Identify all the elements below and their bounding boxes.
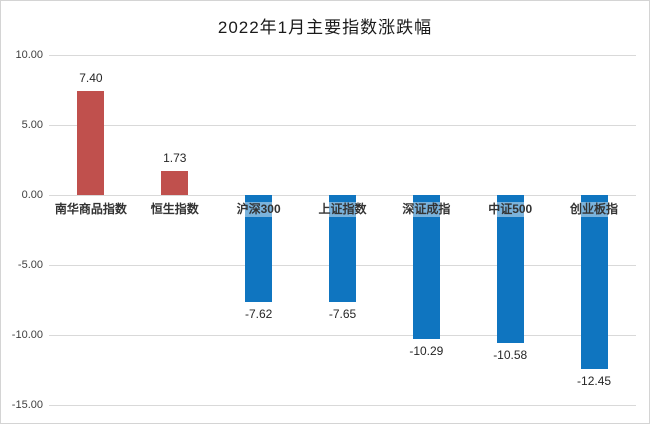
- value-label: 7.40: [79, 71, 103, 86]
- category-label: 创业板指: [568, 202, 621, 217]
- value-label: -10.58: [493, 348, 528, 363]
- gridline: [49, 405, 636, 406]
- bar: [496, 195, 524, 344]
- value-label: -12.45: [577, 374, 612, 389]
- gridline: [49, 125, 636, 126]
- bar: [412, 195, 440, 340]
- y-tick-label: -15.00: [11, 399, 43, 411]
- category-label: 南华商品指数: [52, 202, 129, 217]
- gridline: [49, 335, 636, 336]
- y-tick-label: 0.00: [21, 189, 43, 201]
- bar: [245, 195, 273, 302]
- y-tick-label: -5.00: [17, 259, 43, 271]
- value-label: -10.29: [409, 344, 444, 359]
- category-label: 沪深300: [234, 202, 283, 217]
- value-label: -7.65: [328, 307, 357, 322]
- category-label: 上证指数: [316, 202, 369, 217]
- y-tick-label: 5.00: [21, 119, 43, 131]
- gridline: [49, 55, 636, 56]
- category-label: 深证成指: [400, 202, 453, 217]
- y-tick-label: -10.00: [11, 329, 43, 341]
- value-label: -7.62: [244, 306, 273, 321]
- bar: [580, 195, 608, 370]
- bar: [77, 91, 105, 195]
- y-tick-label: 10.00: [15, 49, 43, 61]
- category-label: 中证500: [486, 202, 535, 217]
- category-label: 恒生指数: [148, 202, 201, 217]
- bar: [161, 170, 189, 195]
- chart-title: 2022年1月主要指数涨跌幅: [217, 18, 433, 37]
- bar: [329, 195, 356, 303]
- value-label: 1.73: [163, 150, 187, 165]
